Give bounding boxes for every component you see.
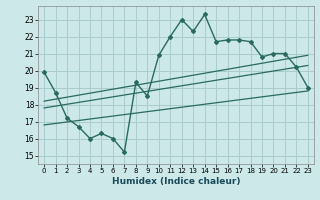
X-axis label: Humidex (Indice chaleur): Humidex (Indice chaleur): [112, 177, 240, 186]
